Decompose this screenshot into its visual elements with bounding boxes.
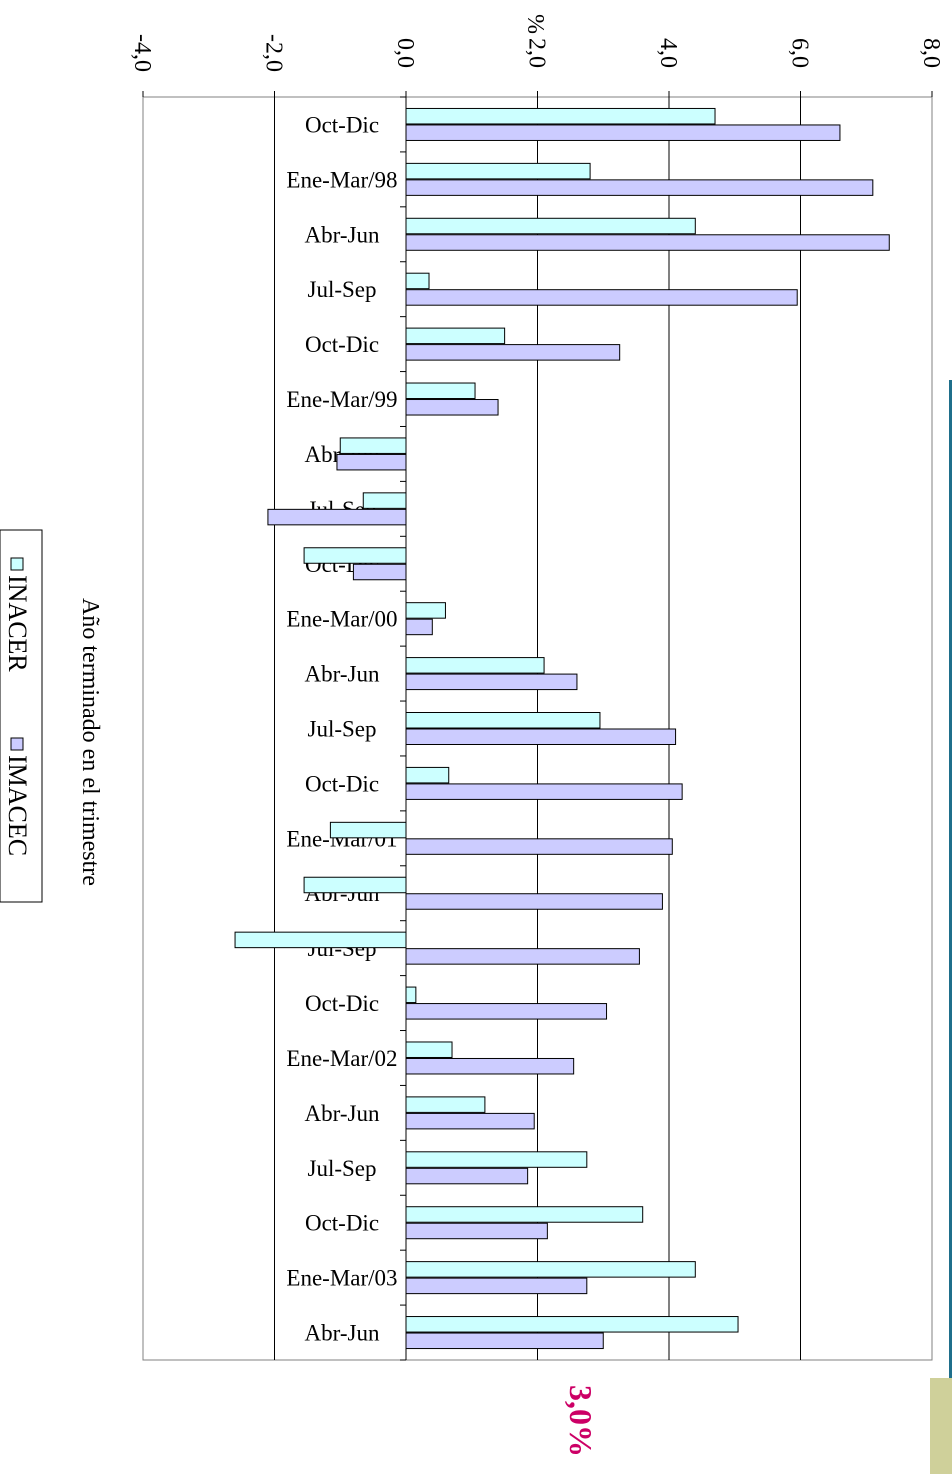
bar-inacer: [405, 382, 476, 400]
annotation-value: 3,0%: [563, 1385, 599, 1457]
bar-imacec: [405, 289, 798, 306]
bar-imacec: [405, 179, 874, 196]
bar-inacer: [405, 986, 417, 1004]
bar-inacer: [405, 712, 601, 729]
legend-label-imacec: IMACEC: [3, 755, 32, 856]
legend-swatch-imacec: [10, 737, 24, 751]
bar-inacer: [405, 327, 506, 345]
bar-inacer: [405, 766, 450, 784]
category-label: Ene-Mar/02: [286, 1046, 397, 1071]
category-label: Ene-Mar/98: [286, 167, 397, 192]
bar-inacer: [405, 1096, 486, 1113]
category-label: Jul-Sep: [308, 1156, 377, 1181]
bar-imacec: [405, 838, 673, 855]
category-label: Oct-Dic: [305, 1211, 379, 1236]
bar-inacer: [405, 162, 591, 180]
category-label: Oct-Dic: [305, 332, 379, 357]
bar-inacer: [405, 602, 446, 619]
side-accent-line: [949, 380, 952, 1380]
category-label: Ene-Mar/03: [286, 1266, 397, 1291]
legend-frame: [0, 529, 43, 903]
bar-imacec: [405, 124, 841, 141]
bar-inacer: [303, 547, 407, 564]
legend-label-inacer: INACER: [3, 575, 32, 672]
bar-inacer: [405, 1206, 644, 1223]
category-label: Oct-Dic: [305, 991, 379, 1016]
category-label: Jul-Sep: [308, 717, 377, 742]
category-label: Abr-Jun: [305, 1101, 380, 1126]
value-tick-label: 8,0: [918, 38, 944, 68]
category-label: Abr-Jun: [305, 662, 380, 687]
bar-inacer: [234, 931, 407, 949]
bar-imacec: [405, 399, 499, 416]
bars: [234, 107, 890, 1350]
category-label: Oct-Dic: [305, 771, 379, 796]
bar-imacec: [405, 1277, 588, 1295]
value-axis-ticks: -4,0 -2,0 0,0 2,0 4,0 6,0 8,0: [129, 34, 944, 97]
bar-inacer: [339, 437, 407, 454]
bar-imacec: [405, 1057, 575, 1075]
bar-inacer: [405, 1261, 696, 1278]
category-label: Oct-Dic: [305, 112, 379, 137]
bar-inacer: [329, 821, 407, 839]
bar-imacec: [405, 728, 677, 745]
bar-imacec: [405, 1167, 529, 1185]
legend: INACER IMACEC: [0, 529, 43, 903]
bar-imacec: [405, 1112, 535, 1130]
bar-imacec: [267, 508, 407, 526]
category-label: Abr-Jun: [305, 222, 380, 247]
bar-inacer: [405, 107, 716, 125]
value-tick-label: -4,0: [129, 34, 155, 72]
bar-imacec: [405, 1332, 604, 1350]
bar-inacer: [405, 1316, 739, 1333]
value-tick-label: 4,0: [655, 38, 681, 68]
decorations: [930, 380, 952, 1474]
bar-imacec: [405, 618, 433, 636]
legend-swatch-inacer: [10, 557, 24, 571]
value-tick-label: 2,0: [524, 38, 550, 68]
bar-inacer: [405, 657, 545, 674]
bar-imacec: [336, 453, 407, 471]
bar-imacec: [405, 344, 621, 361]
category-label: Jul-Sep: [308, 277, 377, 302]
bar-imacec: [405, 234, 890, 251]
bar-imacec: [405, 948, 640, 965]
category-label: Abr-Jun: [305, 1321, 380, 1346]
bar-inacer: [405, 1041, 453, 1058]
bar-inacer: [303, 876, 407, 894]
value-axis-title: %: [522, 14, 548, 34]
bar-imacec: [405, 783, 683, 800]
bar-imacec: [405, 673, 578, 691]
bar-imacec: [405, 1003, 608, 1020]
category-axis: Oct-Dic Ene-Mar/98 Abr-Jun Jul-Sep Oct-Dic En…: [286, 96, 407, 1361]
side-accent-block: [930, 1378, 952, 1474]
value-tick-label: 0,0: [392, 38, 418, 68]
bar-imacec: [405, 893, 663, 910]
bar-inacer: [362, 492, 407, 509]
bar-imacec: [352, 563, 407, 581]
value-tick-label: -2,0: [261, 34, 287, 72]
category-label: Ene-Mar/99: [286, 387, 397, 412]
value-tick-label: 6,0: [787, 38, 813, 68]
bar-inacer: [405, 272, 430, 290]
category-label: Ene-Mar/00: [286, 607, 397, 632]
category-axis-title: Año terminado en el trimestre: [77, 598, 103, 886]
bar-imacec: [405, 1222, 548, 1240]
bar-inacer: [405, 217, 696, 235]
bar-inacer: [405, 1151, 588, 1168]
